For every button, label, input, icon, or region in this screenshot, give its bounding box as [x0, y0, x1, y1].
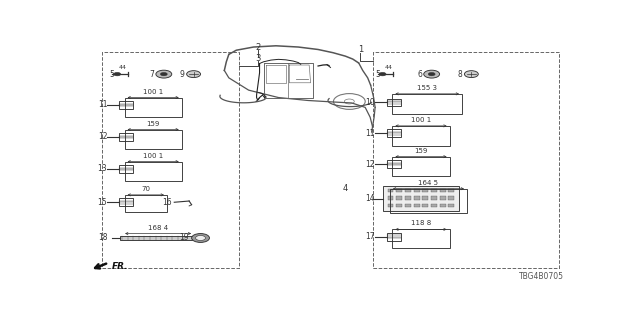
Circle shape	[196, 236, 205, 240]
Text: 15: 15	[98, 198, 108, 207]
Text: 7: 7	[150, 70, 154, 79]
Bar	[118, 133, 133, 141]
Bar	[405, 196, 411, 200]
Bar	[372, 52, 559, 268]
Text: 100 1: 100 1	[143, 153, 163, 159]
Bar	[431, 204, 437, 207]
Bar	[396, 204, 402, 207]
Bar	[392, 94, 462, 114]
Bar	[387, 233, 401, 241]
Text: 44: 44	[119, 65, 127, 70]
Text: 16: 16	[162, 198, 172, 207]
Text: 8: 8	[457, 70, 462, 79]
Bar	[431, 196, 437, 200]
Bar	[392, 229, 449, 248]
Text: 13: 13	[98, 164, 108, 173]
Circle shape	[424, 70, 440, 78]
Text: 159: 159	[147, 121, 160, 127]
Bar	[125, 162, 182, 181]
Text: 3: 3	[255, 54, 260, 63]
Text: 70: 70	[141, 186, 150, 192]
Text: 155 3: 155 3	[417, 85, 437, 91]
Bar	[118, 101, 133, 109]
Text: 4: 4	[343, 184, 348, 193]
Bar	[440, 196, 445, 200]
Bar	[422, 204, 428, 207]
Text: TBG4B0705: TBG4B0705	[518, 272, 564, 281]
Bar	[383, 186, 460, 211]
Text: 2: 2	[255, 43, 260, 52]
Text: 100 1: 100 1	[411, 117, 431, 123]
Bar	[118, 198, 133, 206]
Text: 12: 12	[365, 160, 375, 169]
Bar	[125, 130, 182, 149]
Text: FR.: FR.	[112, 262, 129, 271]
Text: 118 8: 118 8	[411, 220, 431, 227]
Text: 9: 9	[179, 70, 184, 79]
Bar	[396, 189, 402, 192]
Bar	[396, 196, 402, 200]
Circle shape	[187, 71, 200, 77]
Circle shape	[114, 72, 121, 76]
Bar	[118, 165, 133, 173]
Bar	[422, 196, 428, 200]
Text: 100 1: 100 1	[143, 89, 163, 95]
Text: 164 5: 164 5	[419, 180, 438, 186]
Text: 5: 5	[375, 70, 380, 79]
Text: 17: 17	[365, 232, 375, 241]
Bar	[388, 196, 394, 200]
Text: 11: 11	[98, 100, 108, 109]
Circle shape	[191, 234, 209, 243]
Text: 44: 44	[385, 65, 392, 70]
Bar	[448, 189, 454, 192]
Bar	[125, 195, 167, 212]
Text: 10: 10	[365, 98, 375, 107]
Text: 12: 12	[98, 132, 108, 141]
Bar	[387, 129, 401, 137]
Text: 14: 14	[365, 194, 375, 203]
Text: 6: 6	[417, 70, 422, 79]
Bar	[388, 189, 394, 192]
Circle shape	[428, 72, 435, 76]
Text: 18: 18	[98, 234, 108, 243]
Text: 168 4: 168 4	[148, 225, 168, 231]
Bar	[387, 160, 401, 168]
Circle shape	[161, 72, 167, 76]
Text: 159: 159	[414, 148, 428, 154]
Bar	[448, 204, 454, 207]
Bar	[440, 189, 445, 192]
Bar	[405, 189, 411, 192]
Text: 11: 11	[365, 129, 375, 138]
Bar	[392, 126, 449, 146]
Bar	[387, 99, 401, 106]
Text: 5: 5	[110, 70, 115, 79]
Bar	[125, 98, 182, 117]
Bar	[413, 196, 419, 200]
Bar	[422, 189, 428, 192]
Bar	[413, 204, 419, 207]
Bar	[448, 196, 454, 200]
Bar	[390, 189, 467, 213]
Circle shape	[379, 72, 386, 76]
Bar	[405, 204, 411, 207]
Bar	[431, 189, 437, 192]
Bar	[120, 236, 191, 240]
Bar	[392, 157, 449, 176]
Bar	[440, 204, 445, 207]
Bar	[388, 204, 394, 207]
Bar	[102, 52, 239, 268]
Text: 1: 1	[358, 45, 363, 54]
Bar	[413, 189, 419, 192]
Circle shape	[465, 71, 478, 77]
Text: 19: 19	[179, 234, 189, 243]
Circle shape	[156, 70, 172, 78]
